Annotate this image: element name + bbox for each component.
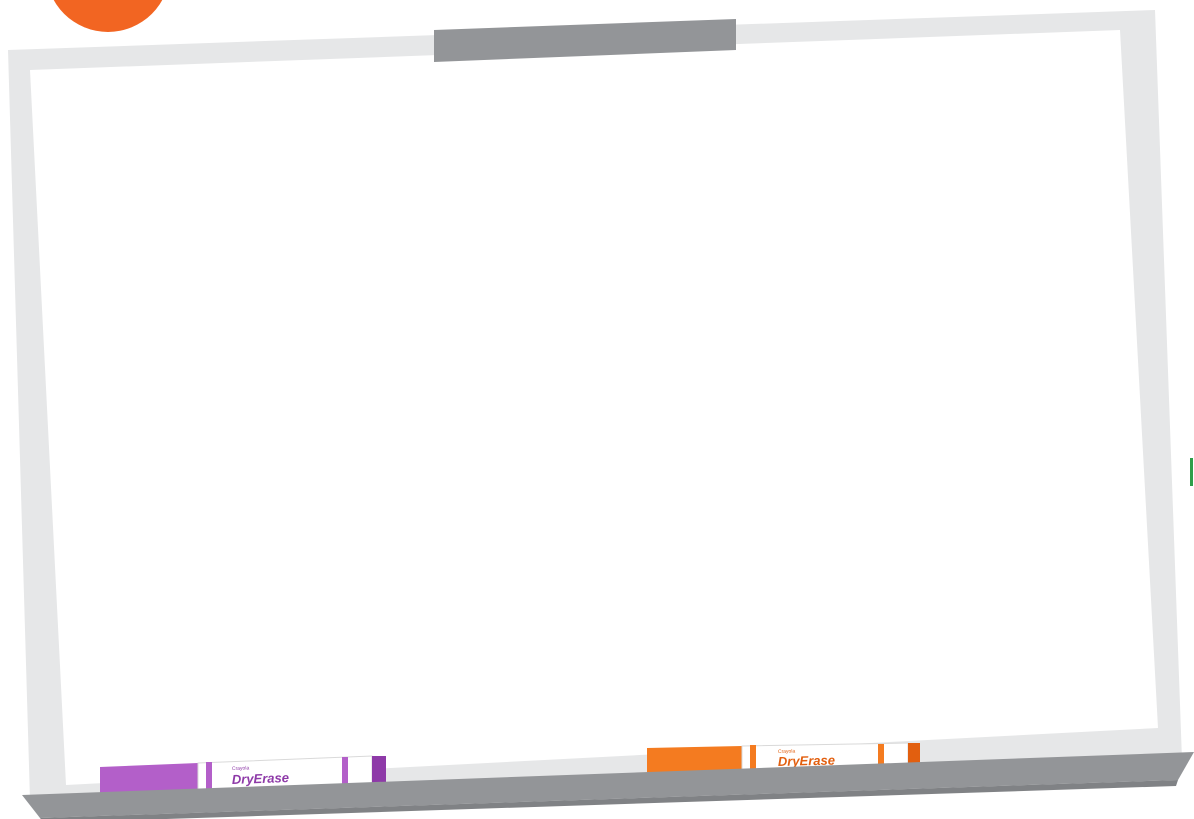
purple-marker-tip <box>372 756 386 784</box>
purple-marker-brand-label: DryErase <box>232 770 290 787</box>
orange-circle-badge-icon[interactable] <box>46 0 170 32</box>
marker-tray <box>22 752 1194 818</box>
orange-marker-ring-1 <box>750 745 756 771</box>
orange-marker-ring-2 <box>878 744 884 769</box>
purple-marker-ring-1 <box>206 762 212 790</box>
orange-marker-maker-label: Crayola <box>778 749 796 755</box>
purple-dry-erase-marker-icon[interactable]: Crayola DryErase <box>100 755 386 795</box>
orange-marker-tip <box>908 743 920 768</box>
purple-marker-cap <box>100 763 198 795</box>
board-clip-icon <box>434 19 736 62</box>
orange-marker-cap <box>647 746 742 773</box>
purple-marker-maker-label: Crayola <box>232 765 250 772</box>
orange-dry-erase-marker-icon[interactable]: Crayola DryErase <box>647 742 920 773</box>
edge-accent-mark <box>1190 458 1193 486</box>
orange-marker-brand-label: DryErase <box>778 753 835 769</box>
marker-tray-shadow <box>40 780 1178 819</box>
whiteboard-surface[interactable] <box>30 30 1158 785</box>
purple-marker-ring-2 <box>342 757 348 785</box>
